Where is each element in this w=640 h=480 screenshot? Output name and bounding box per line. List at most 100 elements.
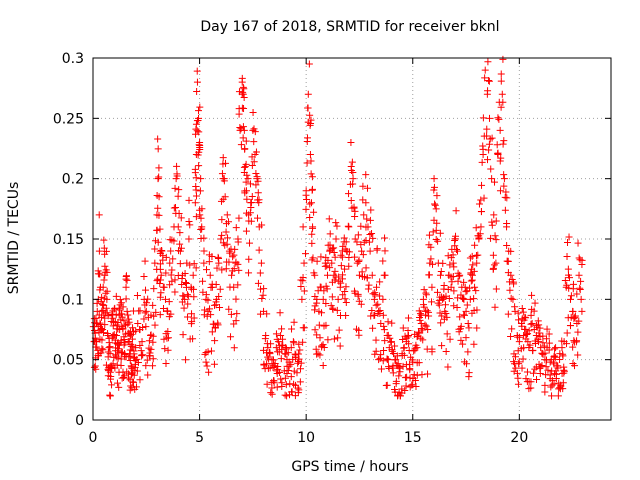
data-point: [106, 391, 114, 399]
data-point: [345, 248, 353, 256]
data-point: [472, 224, 480, 232]
data-point: [515, 360, 523, 368]
data-point: [202, 358, 210, 366]
data-point: [101, 262, 109, 270]
data-point: [359, 182, 367, 190]
data-point: [425, 271, 433, 279]
data-point: [247, 198, 255, 206]
data-point: [461, 283, 469, 291]
data-point: [471, 241, 479, 249]
data-point: [464, 348, 472, 356]
data-point: [574, 351, 582, 359]
data-point: [310, 208, 318, 216]
data-point: [525, 378, 533, 386]
data-point: [196, 146, 204, 154]
data-point: [420, 286, 428, 294]
data-point: [162, 269, 170, 277]
data-point: [488, 221, 496, 229]
data-point: [364, 285, 372, 293]
data-point: [466, 295, 474, 303]
data-point: [344, 222, 352, 230]
data-point: [214, 253, 222, 261]
data-point: [374, 300, 382, 308]
data-point: [106, 368, 114, 376]
data-point: [545, 346, 553, 354]
data-point: [156, 293, 164, 301]
data-point: [234, 260, 242, 268]
data-point: [288, 388, 296, 396]
data-point: [99, 326, 107, 333]
data-point: [537, 344, 545, 352]
data-point: [171, 276, 179, 284]
data-point: [453, 303, 461, 311]
data-point: [446, 335, 454, 343]
data-point: [409, 381, 417, 389]
data-point: [564, 238, 572, 246]
data-point: [240, 126, 248, 134]
data-point: [304, 90, 312, 98]
data-point: [347, 196, 355, 204]
data-point: [337, 262, 345, 270]
data-point: [437, 319, 445, 327]
data-point: [416, 316, 424, 324]
data-point: [366, 247, 374, 255]
data-point: [455, 272, 463, 280]
data-point: [362, 199, 370, 207]
data-point: [433, 219, 441, 227]
data-point: [120, 373, 128, 381]
data-point: [559, 379, 567, 387]
data-point: [541, 349, 549, 357]
data-point: [490, 261, 498, 269]
data-point: [341, 287, 349, 295]
data-point: [177, 214, 185, 222]
data-point: [385, 363, 393, 371]
data-point: [118, 313, 126, 321]
data-point: [320, 343, 328, 351]
data-point: [100, 236, 108, 244]
data-point: [117, 299, 125, 307]
data-point: [563, 340, 571, 348]
data-point: [492, 259, 500, 267]
data-point: [538, 362, 546, 369]
data-point: [442, 310, 450, 318]
data-point: [443, 330, 451, 338]
data-point: [413, 371, 421, 379]
data-point: [142, 307, 150, 315]
data-point: [330, 335, 338, 343]
data-point: [295, 355, 303, 363]
data-point: [560, 366, 568, 374]
data-point: [380, 347, 388, 355]
data-point: [182, 279, 190, 287]
data-point: [222, 265, 230, 273]
data-point: [168, 266, 176, 274]
data-point: [342, 283, 350, 291]
data-point: [192, 192, 200, 200]
data-point: [526, 341, 534, 349]
data-point: [323, 285, 331, 293]
data-point: [195, 128, 203, 136]
data-point: [255, 196, 263, 204]
data-point: [154, 204, 162, 212]
data-point: [151, 321, 159, 329]
data-point: [454, 277, 462, 285]
data-point: [565, 284, 573, 292]
data-point: [168, 277, 176, 285]
data-point: [185, 196, 193, 204]
data-point: [514, 380, 522, 388]
data-point: [422, 289, 430, 297]
data-point: [242, 178, 250, 186]
data-point: [448, 278, 456, 286]
data-point: [160, 283, 168, 291]
data-point: [578, 307, 586, 315]
data-point: [450, 263, 458, 271]
data-point: [563, 329, 571, 337]
data-point: [337, 279, 345, 287]
data-point: [488, 175, 496, 183]
data-point: [185, 235, 193, 243]
data-point: [430, 175, 438, 183]
data-point: [240, 93, 248, 101]
data-point: [278, 346, 286, 354]
data-point: [200, 234, 208, 242]
data-point: [371, 350, 379, 358]
data-point: [481, 74, 489, 82]
